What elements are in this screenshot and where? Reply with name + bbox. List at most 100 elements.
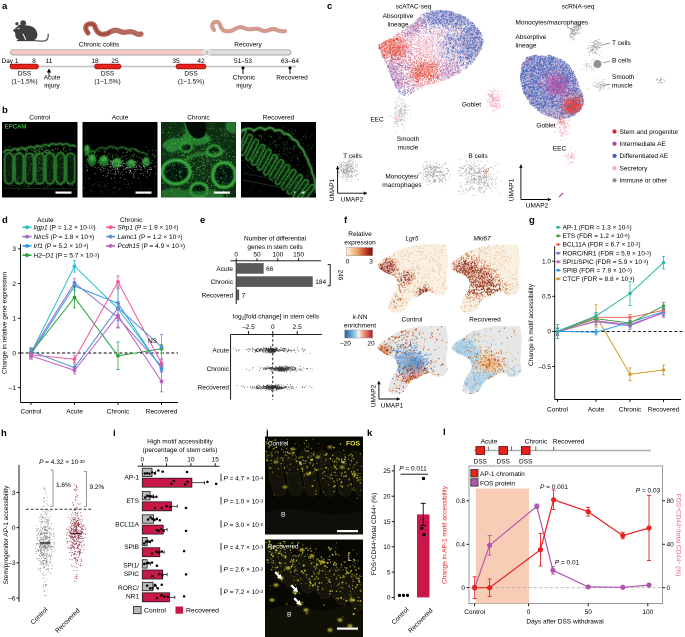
svg-text:10: 10 [383,544,391,551]
svg-text:SPIB: SPIB [124,544,139,551]
svg-text:scRNA-seq: scRNA-seq [562,4,595,11]
svg-text:18: 18 [91,58,99,65]
svg-text:RORC/: RORC/ [118,585,139,592]
svg-text:T cells: T cells [343,153,362,160]
svg-text:246: 246 [337,270,344,281]
svg-text:High motif accessibility: High motif accessibility [147,439,213,446]
svg-text:1.0: 1.0 [542,259,551,266]
svg-text:0: 0 [271,324,275,331]
svg-text:–1: –1 [9,385,17,392]
svg-text:–6: –6 [8,595,16,602]
svg-text:Recovered: Recovered [198,385,230,392]
svg-text:UMAP2: UMAP2 [371,384,378,407]
svg-text:Acute: Acute [37,217,54,224]
svg-text:0: 0 [346,259,350,266]
svg-text:Control: Control [30,606,50,626]
svg-text:AP-1: AP-1 [125,475,140,482]
svg-text:c: c [327,1,332,12]
svg-text:51–53: 51–53 [234,58,252,65]
svg-text:L: L [341,458,345,465]
svg-text:80: 80 [667,498,675,505]
svg-text:Goblet: Goblet [536,123,555,130]
svg-text:0.8: 0.8 [456,498,465,505]
svg-text:FOS+CD44+/total CD44+ (%): FOS+CD44+/total CD44+ (%) [675,494,683,577]
svg-text:UMAP1: UMAP1 [381,403,404,410]
svg-text:Days after DSS withdrawal: Days after DSS withdrawal [526,619,604,626]
svg-text:Relative: Relative [348,231,372,238]
svg-text:UMAP1: UMAP1 [329,178,336,201]
svg-text:0: 0 [667,585,671,592]
svg-text:Chronic: Chronic [619,407,642,414]
svg-text:P = 0.03: P = 0.03 [636,488,661,495]
svg-text:ETS (FDR = 1.2 × 10-5): ETS (FDR = 1.2 × 10-5) [563,233,630,241]
svg-text:Smooth: Smooth [612,74,635,81]
svg-text:l: l [443,427,446,438]
svg-text:66: 66 [266,266,274,273]
svg-text:FOS+CD44+/total CD44+ (%): FOS+CD44+/total CD44+ (%) [371,493,379,576]
svg-text:50: 50 [585,609,593,616]
svg-text:BCL11A (FDR = 6.7 × 10-3): BCL11A (FDR = 6.7 × 10-3) [563,241,641,249]
svg-text:(percentage of stem cells): (percentage of stem cells) [143,447,218,454]
svg-text:Recovered: Recovered [469,317,501,324]
svg-text:Goblet: Goblet [462,102,481,109]
svg-text:Number of differential: Number of differential [244,236,307,243]
svg-text:Change in relative gene expres: Change in relative gene expression [2,272,9,374]
svg-text:(1–1.5%): (1–1.5%) [94,79,120,86]
svg-text:B: B [281,512,286,519]
svg-text:P = 7.2 × 10-3: P = 7.2 × 10-3 [224,589,264,597]
svg-text:RORC/NR1 (FDR = 5.9 × 10-3): RORC/NR1 (FDR = 5.9 × 10-3) [563,250,652,257]
svg-text:P = 2.6 × 10-2: P = 2.6 × 10-2 [224,566,264,574]
svg-text:0: 0 [461,585,465,592]
svg-text:DSS: DSS [101,71,115,78]
svg-text:2.5: 2.5 [293,324,302,331]
svg-text:Recovered: Recovered [553,439,585,446]
svg-text:5: 5 [387,569,391,576]
svg-text:expression: expression [344,240,376,247]
svg-text:Acute: Acute [481,439,498,446]
svg-text:Chronic colitis: Chronic colitis [79,42,120,49]
svg-text:5: 5 [165,457,169,464]
svg-text:L: L [348,556,352,563]
svg-text:184: 184 [315,279,326,286]
svg-text:Nlrc5 (P = 1.8 × 10-5): Nlrc5 (P = 1.8 × 10-5) [34,233,95,241]
svg-text:CTCF (FDR = 8.8 × 10-3): CTCF (FDR = 8.8 × 10-3) [563,276,635,284]
svg-text:DSS: DSS [519,459,533,466]
svg-text:Recovered: Recovered [146,409,178,416]
svg-text:NR1: NR1 [126,594,139,601]
svg-text:Differentiated AE: Differentiated AE [620,153,669,160]
svg-text:Day 1: Day 1 [2,58,19,65]
svg-text:1.6%: 1.6% [56,482,71,489]
svg-text:0: 0 [12,350,16,357]
svg-text:Control: Control [391,606,411,626]
svg-text:Acute: Acute [212,347,229,354]
svg-text:FOS: FOS [346,441,360,448]
svg-text:enrichment: enrichment [344,323,376,330]
svg-text:–20: –20 [340,341,351,348]
svg-text:scATAC-seq: scATAC-seq [396,4,432,11]
svg-text:UMAP1: UMAP1 [509,178,516,201]
svg-text:k-NN: k-NN [353,314,368,321]
svg-text:Acute: Acute [112,115,129,122]
svg-text:NS: NS [148,338,158,345]
svg-text:Recovered: Recovered [54,607,81,634]
svg-text:150: 150 [293,252,304,259]
svg-text:35: 35 [172,58,180,65]
svg-text:Lamc1 (P = 1.2 × 10-2): Lamc1 (P = 1.2 × 10-2) [118,233,183,241]
svg-text:UMAP2: UMAP2 [341,197,364,204]
svg-text:Chronic: Chronic [107,409,130,416]
svg-text:P = 3.0 × 10-2: P = 3.0 × 10-2 [224,521,264,529]
svg-text:AP-1 (FDR = 1.3 × 10-5): AP-1 (FDR = 1.3 × 10-5) [563,224,632,232]
svg-text:k: k [367,428,373,439]
svg-text:Chronic: Chronic [187,115,210,122]
svg-text:Recovered: Recovered [263,115,295,122]
svg-text:FOS protein: FOS protein [480,480,515,487]
svg-text:Control: Control [29,115,51,122]
svg-text:Secretory: Secretory [620,165,649,172]
svg-text:Control: Control [547,407,569,414]
svg-text:g: g [529,215,535,226]
svg-text:1: 1 [12,316,16,323]
svg-text:Control: Control [21,409,43,416]
svg-text:3: 3 [12,246,16,253]
svg-text:Acute: Acute [216,266,233,273]
svg-text:25: 25 [383,468,391,475]
